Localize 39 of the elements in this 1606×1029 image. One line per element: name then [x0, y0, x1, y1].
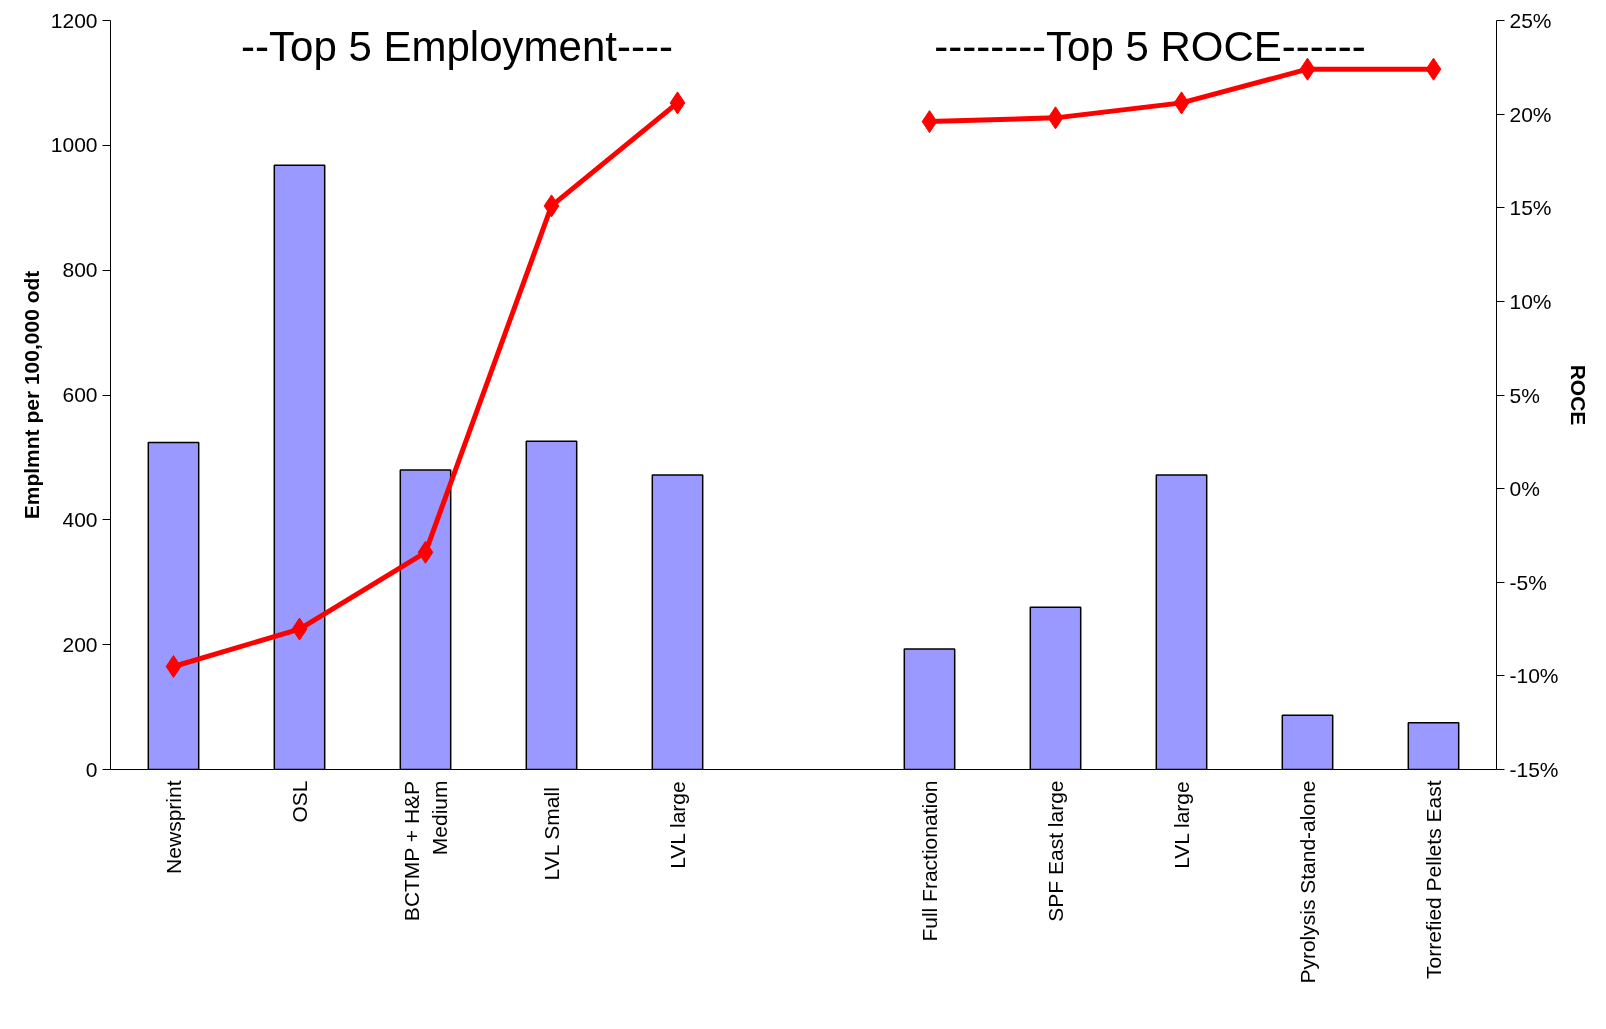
y2-tick-label: -5%: [1509, 570, 1547, 594]
y2-axis-title: ROCE: [1566, 364, 1590, 426]
point: [165, 655, 182, 679]
annotation: --Top 5 Employment----: [241, 22, 673, 70]
annotation: --------Top 5 ROCE------: [934, 22, 1366, 70]
y-tick-label: 0: [85, 757, 98, 781]
point: [543, 194, 560, 218]
x-tick-label: SPF East large: [1044, 780, 1067, 922]
point: [1047, 106, 1064, 130]
point: [1425, 57, 1442, 81]
y2-tick-label: 5%: [1509, 383, 1540, 407]
point: [417, 540, 434, 564]
y-tick-label: 800: [62, 258, 98, 282]
point: [1173, 91, 1190, 115]
y-tick-label: 400: [62, 507, 98, 531]
y2-tick-label: 20%: [1509, 102, 1552, 126]
y2-tick-label: 25%: [1509, 9, 1552, 32]
point: [291, 617, 308, 641]
x-tick-label: Torrefied Pellets East: [1422, 780, 1445, 979]
x-tick-label: LVL large: [1170, 781, 1193, 869]
x-tick-label: LVL large: [666, 781, 689, 869]
y2-tick-label: -15%: [1509, 758, 1559, 781]
y-tick-label: 1000: [50, 133, 98, 157]
y-axis-title: Emplmnt per 100,000 odt: [19, 270, 43, 520]
y-tick-label: 600: [62, 383, 98, 406]
y2-tick-label: 10%: [1509, 289, 1552, 313]
x-tick-label: LVL Small: [540, 787, 563, 881]
x-tick-label: Full Fractionation: [918, 780, 941, 942]
y2-tick-label: -10%: [1509, 664, 1559, 688]
point: [669, 91, 686, 115]
y-tick-label: 1200: [50, 8, 98, 32]
x-tick-label: BCTMP + H&P Medium: [400, 780, 451, 922]
point: [921, 110, 938, 134]
y2-tick-label: 15%: [1509, 196, 1552, 220]
x-tick-label: Newsprint: [162, 780, 185, 874]
y-tick-label: 200: [62, 632, 98, 656]
y2-tick-label: 0%: [1509, 477, 1540, 501]
x-tick-label: Pyrolysis Stand-alone: [1296, 780, 1319, 984]
x-tick-label: OSL: [288, 780, 311, 823]
